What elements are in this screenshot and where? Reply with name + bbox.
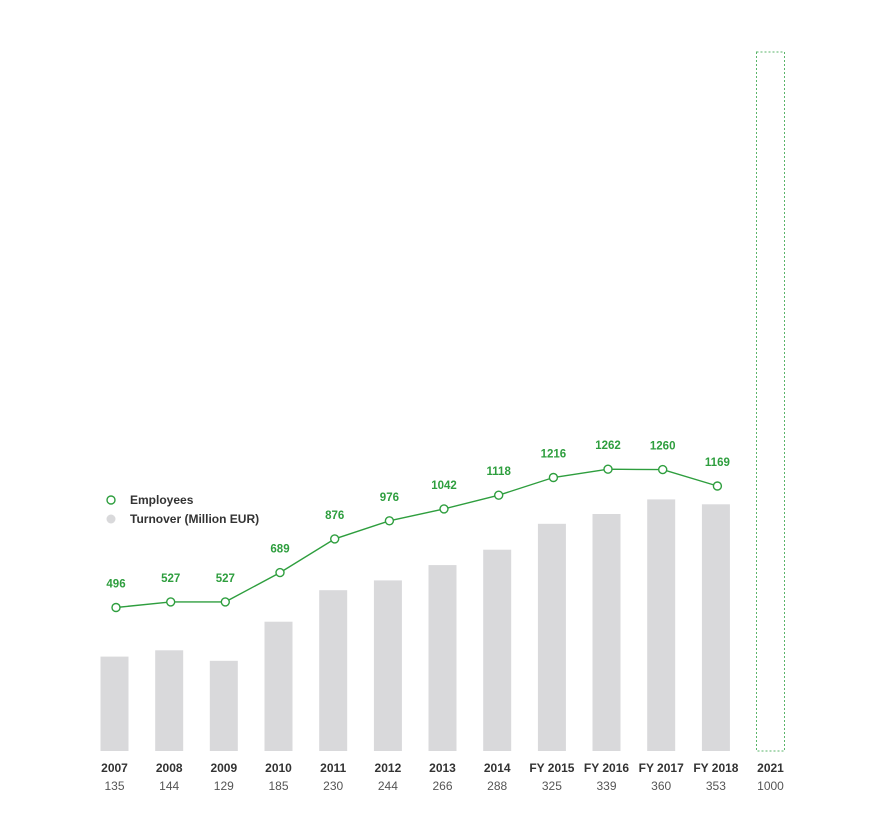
employees-value-label: 876	[325, 510, 344, 522]
x-tick-label: 2013	[429, 761, 456, 775]
employees-value-label: 496	[106, 579, 125, 591]
x-tick-label: FY 2016	[584, 761, 629, 775]
employees-point	[548, 472, 559, 483]
turnover-bar	[537, 523, 566, 751]
turnover-value-label: 144	[159, 779, 179, 793]
employees-value-label: 689	[270, 544, 289, 556]
x-tick-label: 2010	[265, 761, 292, 775]
employees-value-label: 976	[380, 492, 399, 504]
employees-value-label: 1042	[431, 480, 457, 492]
employees-value-label: 527	[161, 573, 180, 585]
employees-point	[494, 490, 504, 500]
turnover-value-label: 129	[214, 779, 234, 793]
turnover-bar	[209, 660, 238, 751]
x-tick-label: 2021	[757, 761, 784, 775]
legend-turnover-marker-icon	[106, 514, 116, 524]
x-tick-label: 2008	[156, 761, 183, 775]
turnover-value-label: 230	[323, 779, 343, 793]
turnover-bar	[647, 499, 676, 751]
employees-value-label: 1216	[541, 449, 567, 461]
turnover-value-label: 353	[706, 779, 726, 793]
employees-line	[115, 468, 718, 609]
employees-point	[330, 534, 340, 544]
turnover-value-label: 360	[651, 779, 671, 793]
employees-point	[111, 602, 121, 613]
turnover-bar	[319, 590, 348, 751]
turnover-bar	[100, 656, 129, 751]
x-tick-label: 2012	[375, 761, 402, 775]
x-tick-label: FY 2015	[529, 761, 574, 775]
turnover-bars	[100, 51, 785, 752]
employees-value-label: 1118	[487, 466, 512, 478]
turnover-bar	[155, 650, 184, 751]
legend-employees-label: Employees	[130, 493, 194, 507]
employees-value-label: 1262	[595, 440, 621, 452]
employees-point	[165, 597, 176, 607]
turnover-bar	[264, 621, 293, 751]
turnover-bar	[592, 514, 621, 751]
turnover-value-label: 135	[104, 779, 124, 793]
turnover-value-label: 185	[268, 779, 288, 793]
employees-line-series: 496 527 527 689 876 976 1042 1118 1216 1262 1260 11…	[106, 440, 730, 613]
turnover-bar	[373, 580, 402, 751]
turnover-value-label: 288	[487, 779, 507, 793]
employees-value-label: 1169	[705, 457, 730, 469]
employees-point	[712, 481, 723, 491]
employees-point	[439, 504, 449, 514]
x-tick-label: FY 2017	[639, 761, 684, 775]
employees-point	[275, 567, 285, 578]
x-tick-label: 2007	[101, 761, 128, 775]
employees-value-label: 1260	[650, 441, 676, 453]
employees-value-label: 527	[216, 573, 235, 585]
legend-turnover-label: Turnover (Million EUR)	[130, 512, 259, 526]
turnover-value-label: 325	[542, 779, 562, 793]
turnover-bar	[483, 549, 512, 751]
employees-point	[658, 464, 668, 475]
employees-point	[603, 464, 613, 474]
employees-point	[384, 516, 395, 526]
turnover-value-label: 266	[432, 779, 452, 793]
x-axis-labels: 2007 135 2008 144 2009 129 2010 185 2011 230 2012 2…	[101, 761, 784, 793]
turnover-value-label: 1000	[757, 779, 784, 793]
legend-employees-marker-icon	[106, 495, 116, 505]
turnover-value-label: 339	[596, 779, 616, 793]
chart-legend: Employees Turnover (Million EUR)	[106, 493, 259, 526]
turnover-bar	[756, 51, 785, 752]
x-tick-label: 2009	[210, 761, 237, 775]
x-tick-label: 2014	[484, 761, 511, 775]
turnover-bar	[701, 504, 730, 751]
turnover-bar	[428, 565, 457, 751]
turnover-value-label: 244	[378, 779, 398, 793]
x-tick-label: FY 2018	[693, 761, 738, 775]
employees-point	[220, 597, 231, 607]
x-tick-label: 2011	[320, 761, 346, 775]
